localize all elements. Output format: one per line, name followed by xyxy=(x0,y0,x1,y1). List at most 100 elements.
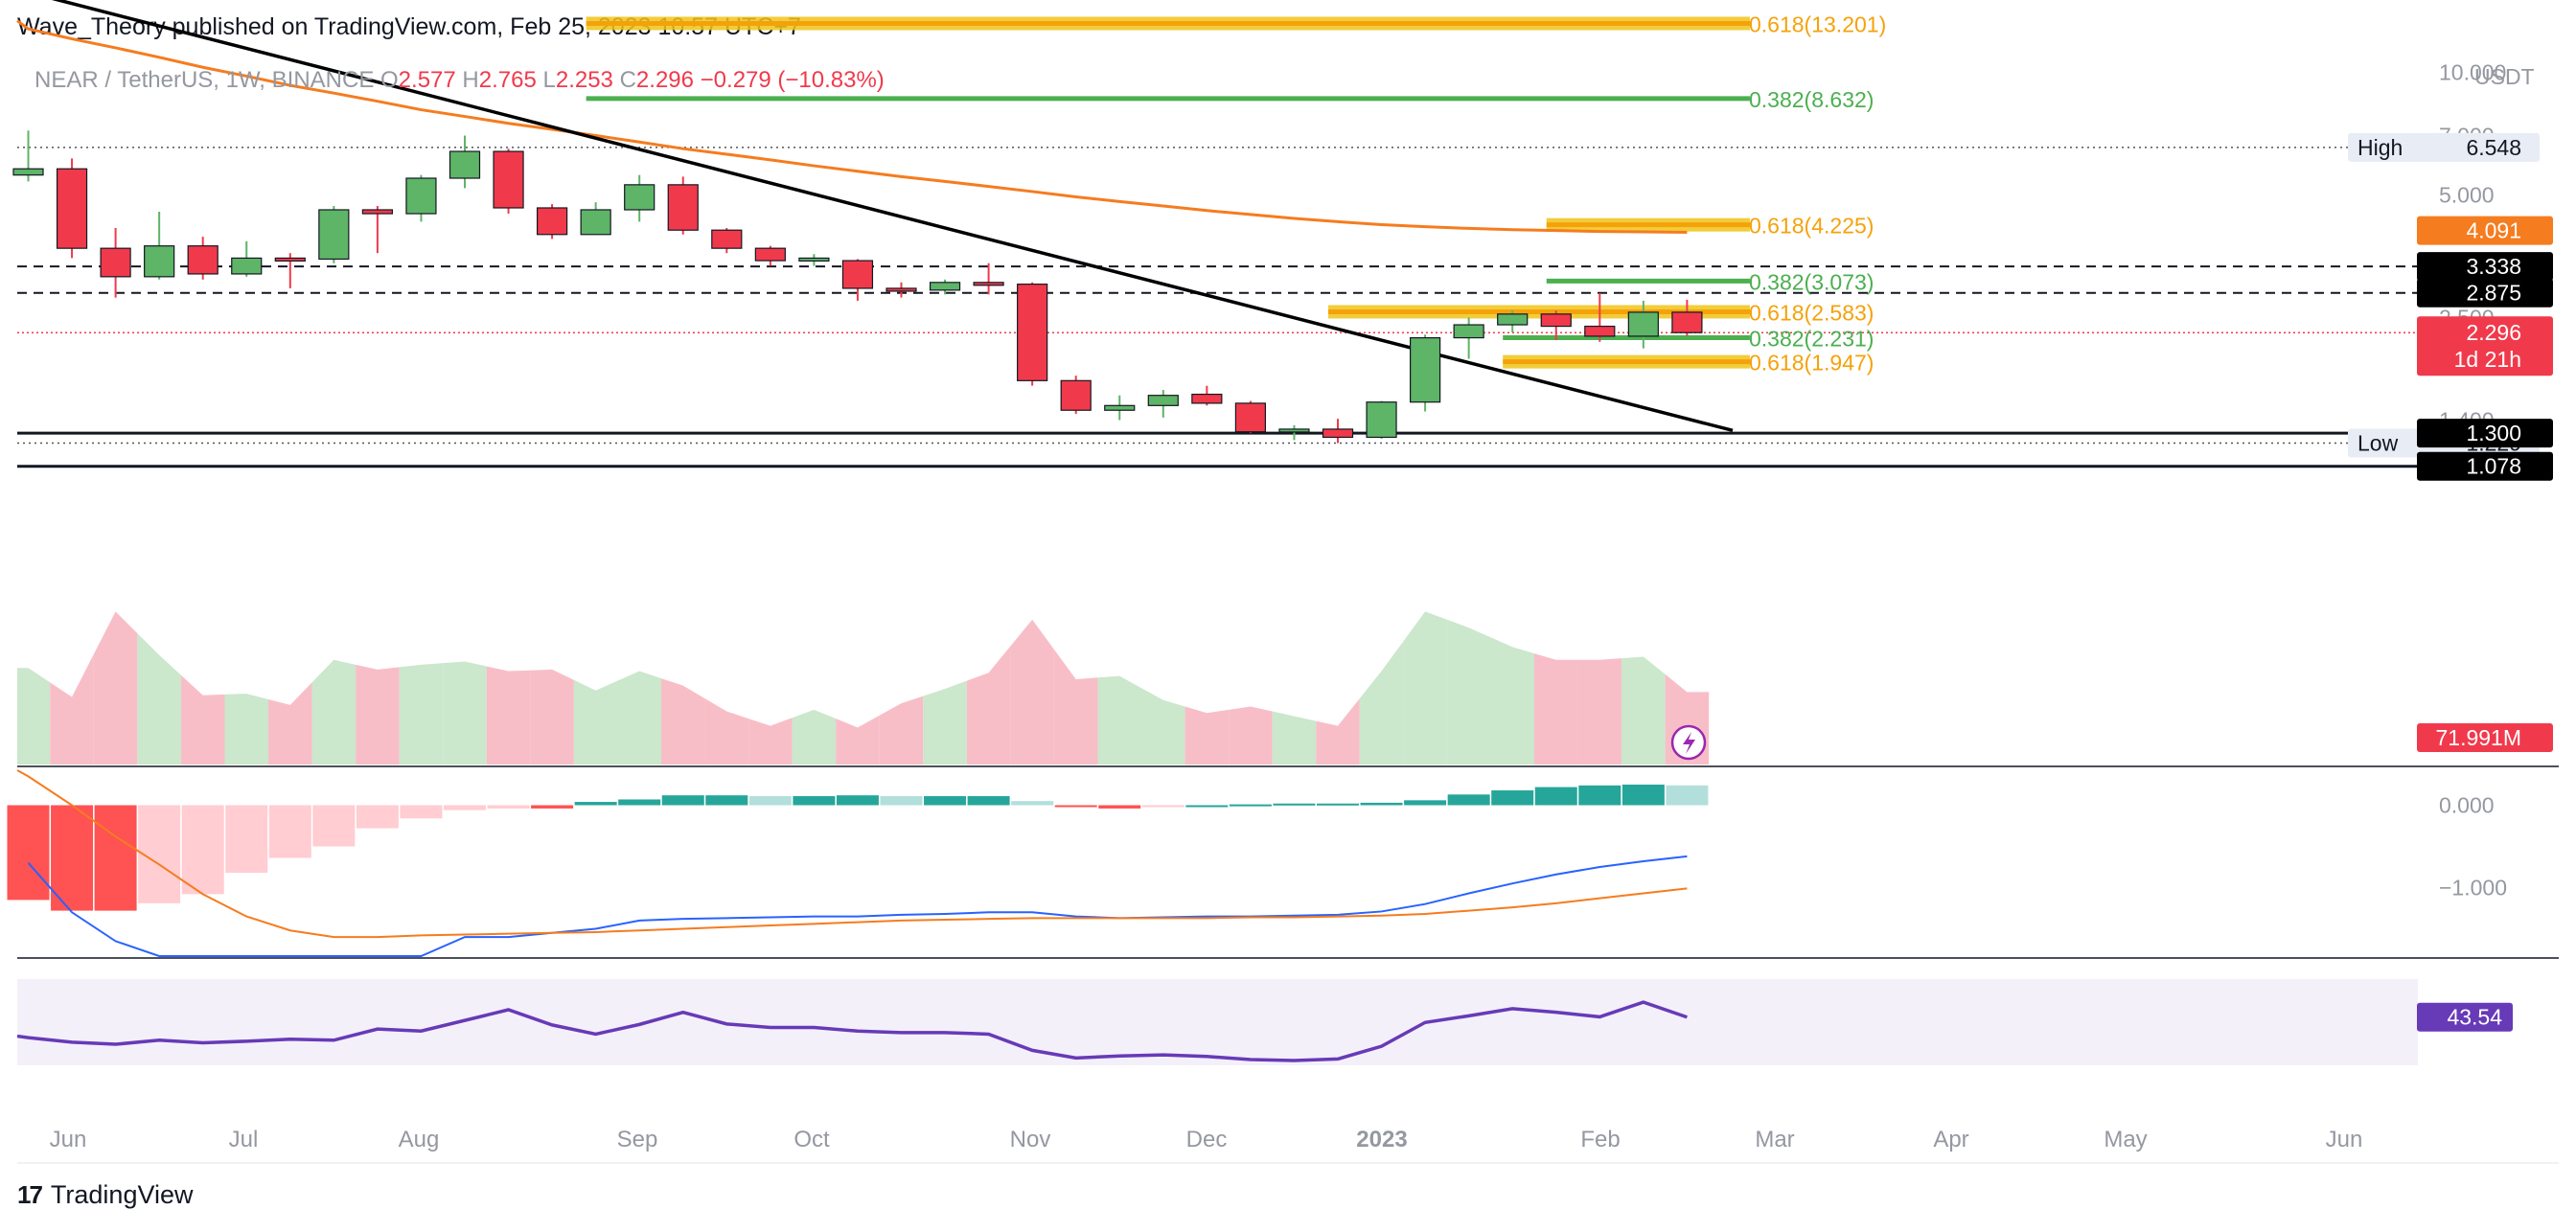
rsi-pane: 43.54 xyxy=(16,1000,2513,1062)
candle-body xyxy=(1366,401,1397,439)
candle-body xyxy=(1278,428,1310,433)
macd-histogram-bar xyxy=(1317,803,1359,806)
candle xyxy=(841,259,874,301)
fib-levels: 0.618(13.201) 0.382(8.632) 0.618(4.225) 0.3… xyxy=(586,11,1886,376)
last-price-text: 2.296 xyxy=(2466,320,2521,345)
candle xyxy=(405,174,437,222)
volume-segment xyxy=(530,669,574,764)
level-tag-box xyxy=(2417,419,2553,448)
candle xyxy=(1366,400,1397,439)
macd-histogram-bar xyxy=(924,796,967,806)
candle-body xyxy=(886,287,917,292)
open-label: O xyxy=(380,67,399,93)
candle-body xyxy=(12,168,44,176)
candle xyxy=(1453,317,1484,359)
candle-body xyxy=(624,184,656,211)
symbol-label: NEAR / TetherUS, 1W, BINANCE xyxy=(34,67,380,93)
candle xyxy=(56,158,88,259)
volume-area xyxy=(17,611,1710,764)
time-tick: Feb xyxy=(1580,1127,1620,1152)
macd-histogram-bar xyxy=(444,805,486,810)
candle-body xyxy=(448,150,481,179)
macd-histogram-bar xyxy=(705,795,748,806)
rsi-tag-text: 43.54 xyxy=(2447,1005,2502,1030)
macd-line xyxy=(27,855,1688,957)
macd-histogram-bar xyxy=(1491,790,1534,806)
volume-segment xyxy=(792,709,837,764)
volume-segment xyxy=(1184,706,1230,764)
pane-frames xyxy=(17,765,2559,1164)
volume-segment xyxy=(137,633,181,764)
rsi-band xyxy=(17,979,2418,1065)
volume-segment xyxy=(617,671,661,764)
volume-segment xyxy=(443,661,487,764)
candle xyxy=(1584,293,1616,342)
time-tick: Sep xyxy=(617,1127,658,1152)
volume-segment xyxy=(1229,706,1273,764)
macd-histogram-bar xyxy=(748,796,792,806)
macd-histogram-bar xyxy=(1360,802,1403,806)
candle-body xyxy=(536,207,568,236)
candle-body xyxy=(56,168,88,249)
low-tag-label: Low xyxy=(2358,431,2399,456)
last-price-box xyxy=(2417,316,2553,376)
volume-segment xyxy=(1403,611,1447,764)
macd-histogram-bar xyxy=(312,805,356,847)
volume-segment xyxy=(836,715,880,764)
level-tag-box xyxy=(2417,278,2553,308)
moving-average xyxy=(16,19,1688,234)
candle-body xyxy=(274,257,306,262)
macd-histogram-bar xyxy=(1666,785,1709,806)
macd-histogram-bar xyxy=(1273,803,1316,806)
macd-tick: 0.000 xyxy=(2439,793,2495,818)
candle-body xyxy=(798,257,830,262)
candle xyxy=(667,176,699,235)
candle xyxy=(493,148,524,215)
time-tick: Jun xyxy=(2326,1127,2363,1152)
macd-histogram-bar xyxy=(94,805,137,911)
macd-histogram-bar xyxy=(574,802,617,806)
candle xyxy=(448,135,481,189)
horizontal-levels xyxy=(17,147,2418,468)
candle-body xyxy=(361,209,393,215)
candle-body xyxy=(187,245,218,275)
macd-histogram-bar xyxy=(661,795,704,806)
level-tag-box xyxy=(2417,252,2553,282)
rsi-line xyxy=(16,1000,1688,1062)
tradingview-logo[interactable]: 17 TradingView xyxy=(17,1180,194,1210)
axis-unit: USDT xyxy=(2474,64,2535,89)
volume-segment xyxy=(17,668,51,764)
macd-histogram-bar xyxy=(1622,785,1665,806)
volume-segment xyxy=(966,646,1011,764)
macd-histogram-bar xyxy=(793,796,836,806)
candle-body xyxy=(144,245,175,278)
candle xyxy=(1104,395,1136,421)
signal-line xyxy=(16,769,1688,939)
close-value: 2.296 xyxy=(636,67,701,93)
candle xyxy=(929,279,961,295)
level-tag: 1.078 xyxy=(2417,451,2553,481)
candle xyxy=(1278,424,1310,441)
macd-histogram-bar xyxy=(356,805,399,829)
macd-histogram-bar xyxy=(181,805,224,895)
candle-body xyxy=(929,282,961,291)
candle xyxy=(1017,282,1048,386)
level-tag: 1.300 xyxy=(2417,419,2553,448)
price-axis: USDT10.0007.0005.0002.5001.9001.400High6… xyxy=(1670,60,2553,761)
high-value: 2.765 xyxy=(479,67,543,93)
volume-segment xyxy=(1622,656,1666,764)
candle xyxy=(1627,300,1659,349)
ohlc-legend-text: NEAR / TetherUS, 1W, BINANCE O2.577 H2.7… xyxy=(34,67,885,93)
volume-segment xyxy=(399,663,444,764)
countdown-text: 1d 21h xyxy=(2454,347,2521,372)
ma-tag: 4.091 xyxy=(2417,216,2553,245)
candle xyxy=(1497,310,1529,332)
candle-body xyxy=(405,177,437,215)
volume-segment xyxy=(923,680,967,764)
candle-body xyxy=(711,229,743,249)
volume-tag: 71.991M xyxy=(2417,723,2553,752)
candle xyxy=(1147,390,1179,418)
level-tag-box xyxy=(2417,451,2553,481)
